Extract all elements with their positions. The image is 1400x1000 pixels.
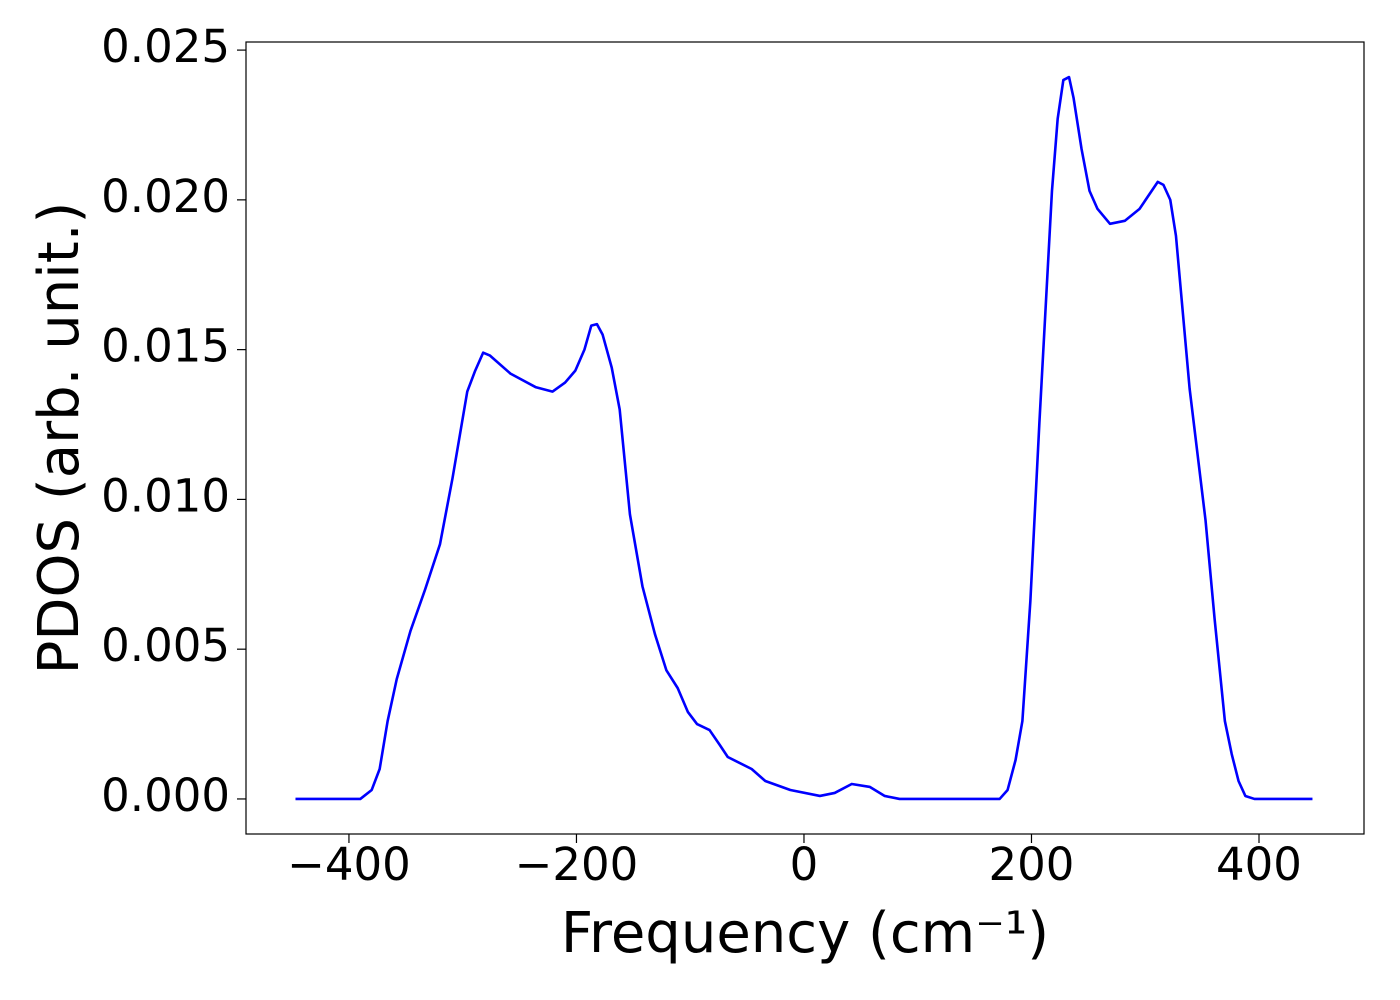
y-tick-label: 0.010 <box>101 469 230 522</box>
x-tick-label: −200 <box>515 838 639 891</box>
x-tick-label: 200 <box>989 838 1075 891</box>
y-tick-label: 0.025 <box>101 20 230 73</box>
y-tick-label: 0.015 <box>101 320 230 373</box>
plot-frame <box>245 41 1365 835</box>
data-line <box>295 75 1313 801</box>
y-axis-label: PDOS (arb. unit.) <box>27 202 92 675</box>
y-tick-label: 0.020 <box>101 170 230 223</box>
x-tick-label: 400 <box>1216 838 1302 891</box>
x-axis-label: Frequency (cm⁻¹) <box>561 901 1049 966</box>
y-tick-label: 0.000 <box>101 769 230 822</box>
x-tick-label: 0 <box>790 838 819 891</box>
y-tick-label: 0.005 <box>101 619 230 672</box>
x-tick-label: −400 <box>287 838 411 891</box>
